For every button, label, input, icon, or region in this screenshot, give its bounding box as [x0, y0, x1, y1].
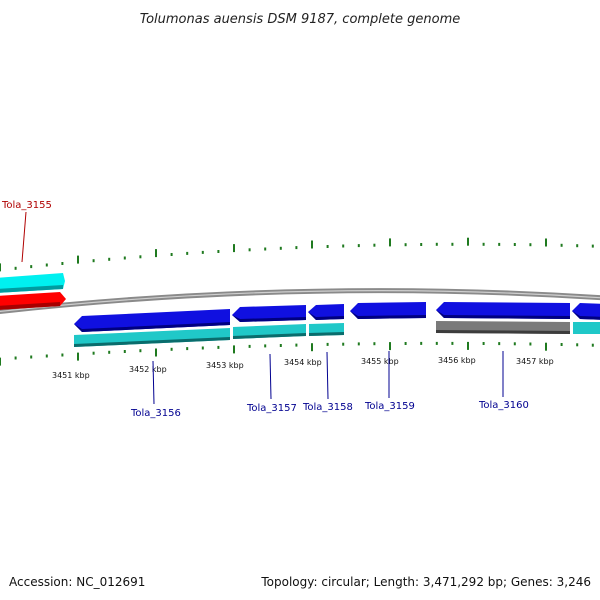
gene-feature-cyan-shade	[0, 285, 63, 293]
cds-track	[74, 321, 600, 347]
inner-tick-track	[0, 341, 594, 366]
gene-tola-3155-shade	[0, 302, 60, 310]
scale-labels: 3451 kbp 3452 kbp 3453 kbp 3454 kbp 3455…	[52, 356, 554, 380]
scale-label: 3456 kbp	[438, 356, 476, 365]
leader-line-tola-3157	[269, 353, 272, 400]
gene-labels: Tola_3155 Tola_3156 Tola_3157 Tola_3158 …	[1, 200, 529, 419]
gene-label-tola-3157[interactable]: Tola_3157	[246, 403, 297, 414]
gene-label-tola-3160[interactable]: Tola_3160	[478, 400, 529, 411]
gene-label-tola-3158[interactable]: Tola_3158	[302, 402, 353, 413]
gene-tola-3157-shade	[232, 315, 306, 322]
gene-tola-3156-shade	[74, 322, 230, 332]
gene-tola-3160[interactable]	[436, 302, 570, 319]
gene-tola-3160-shade	[436, 310, 570, 319]
gene-label-tola-3159[interactable]: Tola_3159	[364, 401, 415, 412]
leader-line-tola-3155	[21, 211, 27, 263]
gene-tola-3158[interactable]	[308, 304, 344, 320]
feature-gray-shade	[436, 330, 570, 334]
scale-label: 3455 kbp	[361, 357, 399, 366]
gene-label-tola-3156[interactable]: Tola_3156	[130, 408, 181, 419]
gene-tola-3159[interactable]	[350, 302, 426, 319]
map-title: Tolumonas auensis DSM 9187, complete gen…	[140, 12, 461, 27]
scale-label: 3451 kbp	[52, 371, 90, 380]
cds-tola-3158-shade	[309, 332, 344, 336]
scale-label: 3454 kbp	[284, 358, 322, 367]
gene-label-leaders	[21, 211, 504, 405]
leader-line-tola-3158	[326, 351, 329, 400]
genome-summary-text: Topology: circular; Length: 3,471,292 bp…	[260, 575, 591, 589]
genome-backbone-highlight	[0, 289, 600, 313]
accession-text: Accession: NC_012691	[9, 575, 145, 589]
leader-line-tola-3156	[152, 360, 155, 405]
reverse-strand-track	[74, 302, 600, 332]
scale-label: 3457 kbp	[516, 357, 554, 366]
outer-tick-track	[0, 237, 594, 272]
cds-tola-3156-shade	[74, 337, 230, 347]
gene-label-tola-3155[interactable]: Tola_3155	[1, 200, 52, 211]
gene-tola-3158-shade	[308, 312, 344, 320]
scale-label: 3453 kbp	[206, 361, 244, 370]
gene-tola-3159-shade	[350, 311, 426, 319]
gene-feature-right-edge-shade	[572, 311, 600, 320]
forward-strand-track	[0, 273, 66, 310]
cds-right-edge[interactable]	[573, 322, 600, 334]
cds-tola-3157-shade	[233, 333, 306, 339]
scale-label: 3452 kbp	[129, 365, 167, 374]
